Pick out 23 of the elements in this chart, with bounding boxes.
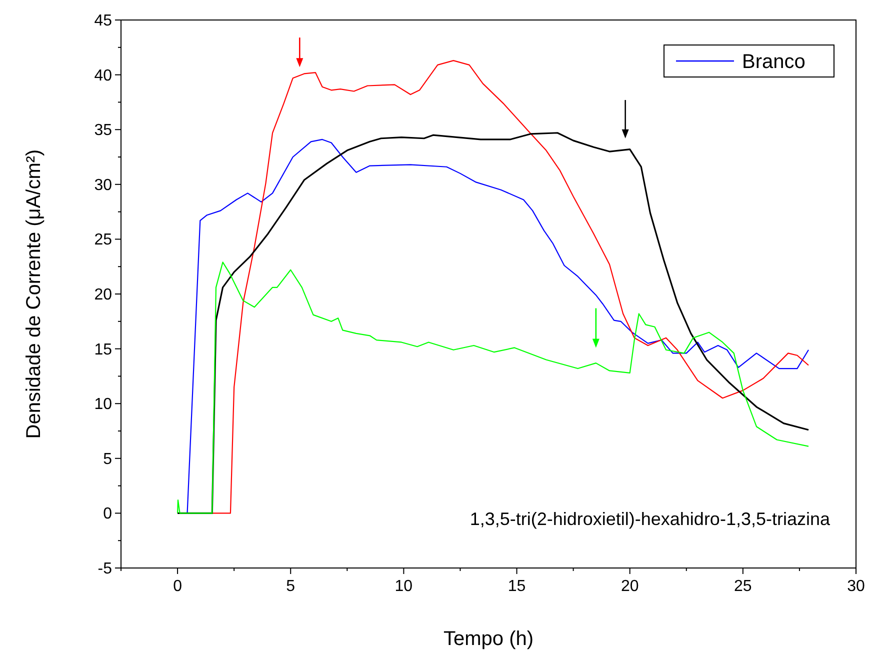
- x-tick-label: 5: [286, 578, 296, 595]
- legend-label: Branco: [742, 51, 806, 73]
- x-tick-label: 0: [173, 578, 182, 595]
- y-tick-label: 15: [94, 341, 112, 358]
- x-axis-title: Tempo (h): [443, 628, 534, 650]
- y-tick-label: 40: [94, 67, 112, 84]
- y-tick-label: -5: [98, 560, 112, 578]
- x-tick-label: 15: [508, 578, 526, 595]
- x-tick-label: 30: [847, 578, 865, 595]
- y-tick-label: 0: [103, 506, 112, 523]
- y-tick-label: 45: [94, 12, 112, 30]
- y-tick-label: 20: [94, 286, 112, 304]
- y-tick-label: 10: [94, 396, 112, 414]
- y-tick-label: 30: [94, 176, 112, 194]
- y-tick-label: 25: [94, 232, 112, 249]
- annotation: 1,3,5-tri(2-hidroxietil)-hexahidro-1,3,5-triazina: [470, 509, 831, 529]
- y-tick-label: 5: [103, 450, 112, 468]
- x-tick-label: 10: [394, 578, 413, 595]
- x-tick-label: 20: [620, 578, 639, 595]
- y-axis-title: Densidade de Corrente (μA/cm²): [23, 149, 45, 439]
- y-tick-label: 35: [94, 122, 112, 140]
- x-tick-label: 25: [734, 578, 752, 595]
- line-series: [176, 262, 810, 514]
